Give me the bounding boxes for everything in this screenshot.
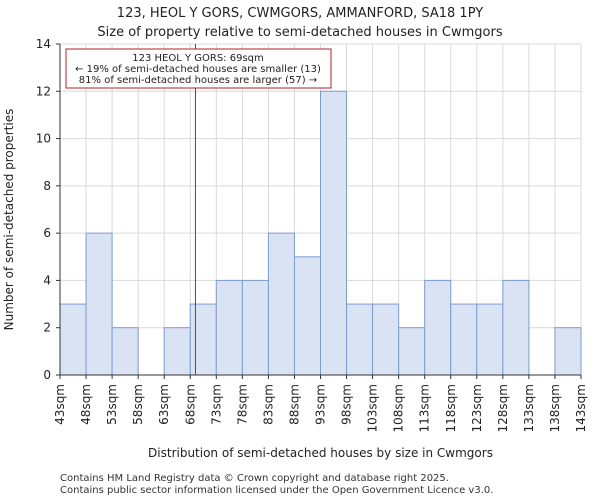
footer-copyright: Contains HM Land Registry data © Crown c… (60, 473, 449, 484)
x-tick-label: 133sqm (522, 384, 536, 432)
x-tick-label: 83sqm (261, 384, 275, 425)
y-axis-title: Number of semi-detached properties (2, 109, 16, 331)
histogram-bar (398, 327, 426, 376)
x-tick-label: 108sqm (392, 384, 406, 432)
footer-licence: Contains public sector information licen… (60, 485, 494, 496)
x-tick-label: 48sqm (79, 384, 93, 425)
x-tick-label: 43sqm (53, 384, 67, 425)
y-tick-label: 4 (43, 273, 51, 287)
x-tick-label: 128sqm (496, 384, 510, 432)
x-tick-label: 53sqm (105, 384, 119, 425)
y-tick-label: 6 (43, 226, 51, 240)
annotation-title: 123 HEOL Y GORS: 69sqm (132, 53, 264, 64)
x-tick-label: 73sqm (209, 384, 223, 425)
x-tick-label: 63sqm (157, 384, 171, 425)
x-tick-label: 68sqm (183, 384, 197, 425)
histogram-bar (111, 327, 139, 376)
histogram-bar (450, 303, 478, 376)
x-tick-label: 113sqm (418, 384, 432, 432)
histogram-bar (320, 90, 348, 376)
histogram-bar (554, 327, 582, 376)
histogram-bar (241, 279, 269, 376)
histogram-bar (189, 303, 217, 376)
x-tick-label: 143sqm (574, 384, 588, 432)
histogram-bar (346, 303, 374, 376)
x-tick-label: 103sqm (366, 384, 380, 432)
x-tick-label: 123sqm (470, 384, 484, 432)
x-tick-label: 98sqm (340, 384, 354, 425)
histogram-bar (424, 279, 452, 376)
histogram-bar (502, 279, 530, 376)
histogram-bar (163, 327, 191, 376)
y-tick-label: 14 (36, 37, 51, 51)
x-axis-title: Distribution of semi-detached houses by … (148, 446, 493, 460)
y-tick-label: 10 (36, 132, 51, 146)
histogram-bar (267, 232, 295, 376)
annotation-larger: 81% of semi-detached houses are larger (… (79, 75, 317, 86)
histogram-bar (59, 303, 87, 376)
annotation-box (65, 48, 332, 89)
histogram-bar (293, 256, 322, 376)
x-tick-label: 78sqm (235, 384, 249, 425)
x-tick-label: 138sqm (548, 384, 562, 432)
histogram-bar (85, 232, 113, 376)
x-tick-label: 93sqm (314, 384, 328, 425)
chart-subtitle: Size of property relative to semi-detach… (97, 25, 503, 40)
x-tick-label: 88sqm (287, 384, 301, 425)
x-tick-label: 118sqm (444, 384, 458, 432)
histogram-bar (476, 303, 504, 376)
y-tick-label: 2 (43, 321, 51, 335)
y-tick-label: 8 (43, 179, 51, 193)
histogram-bar (372, 303, 400, 376)
annotation-smaller: ← 19% of semi-detached houses are smalle… (75, 64, 321, 75)
y-tick-label: 12 (36, 84, 51, 98)
x-tick-label: 58sqm (131, 384, 145, 425)
chart-title: 123, HEOL Y GORS, CWMGORS, AMMANFORD, SA… (116, 6, 484, 21)
y-tick-label: 0 (43, 368, 51, 382)
histogram-bar (215, 279, 243, 376)
